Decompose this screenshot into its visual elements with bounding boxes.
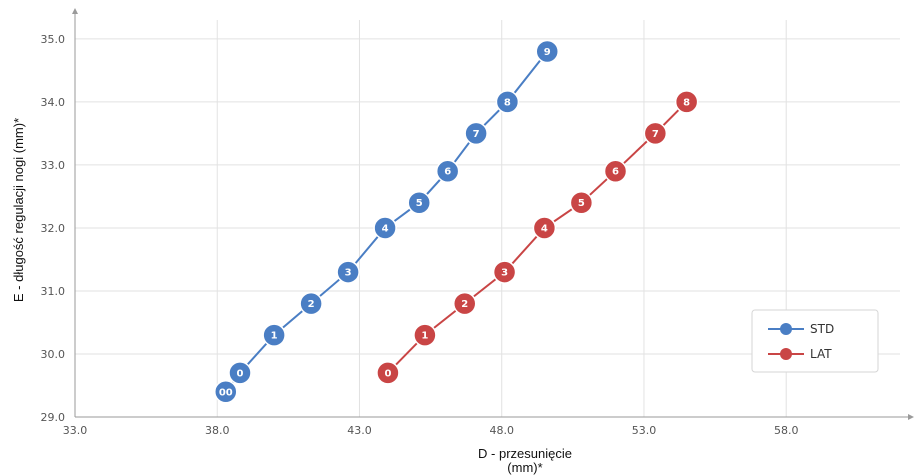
data-point-label-lat: 7 <box>652 129 659 140</box>
data-point-std <box>535 39 559 64</box>
data-point-label-lat: 4 <box>541 223 548 234</box>
data-point-label-std: 5 <box>416 198 423 209</box>
data-point-label-std: 0 <box>237 368 244 379</box>
data-point-lat <box>492 260 517 284</box>
data-point-label-lat: 3 <box>501 268 508 279</box>
data-point-std <box>336 260 360 284</box>
y-tick-label: 31.0 <box>41 285 66 298</box>
data-point-lat <box>376 361 400 385</box>
data-point-lat <box>569 190 594 215</box>
data-point-std <box>214 380 238 404</box>
x-axis-arrow <box>908 414 914 420</box>
data-point-std <box>495 90 520 114</box>
data-point-lat <box>532 216 557 240</box>
data-point-lat <box>643 121 668 146</box>
data-point-std <box>228 361 252 385</box>
legend-marker-std <box>780 323 792 335</box>
x-tick-label: 53.0 <box>632 424 657 437</box>
legend-label-std: STD <box>810 322 834 336</box>
legend-label-lat: LAT <box>810 347 832 361</box>
x-axis-title-line-1: D - przesunięcie <box>478 446 572 461</box>
data-point-label-std: 7 <box>473 129 480 140</box>
data-point-lat <box>603 159 628 183</box>
data-point-std <box>435 159 460 183</box>
data-point-label-std: 4 <box>382 223 389 234</box>
data-point-std <box>464 121 488 146</box>
data-point-label-std: 8 <box>504 97 511 108</box>
data-point-std <box>407 190 431 215</box>
data-point-label-std: 6 <box>444 167 451 178</box>
data-point-std <box>299 291 323 316</box>
data-point-label-std: 2 <box>308 299 315 310</box>
data-point-label-lat: 8 <box>683 97 690 108</box>
y-tick-label: 29.0 <box>41 411 66 424</box>
data-point-label-lat: 6 <box>612 167 619 178</box>
data-point-lat <box>413 323 437 347</box>
y-tick-label: 30.0 <box>41 348 66 361</box>
y-tick-labels: 29.0 30.0 31.0 32.0 33.0 34.0 35.0 <box>41 33 66 424</box>
y-tick-label: 32.0 <box>41 222 66 235</box>
data-point-label-lat: 5 <box>578 198 585 209</box>
legend: STD LAT <box>751 309 879 373</box>
y-axis-arrow <box>72 8 78 14</box>
legend-marker-lat <box>780 348 792 360</box>
x-axis-title-line-2: (mm)* <box>507 460 542 475</box>
data-point-std <box>373 216 397 240</box>
legend-box <box>751 309 879 373</box>
y-tick-label: 35.0 <box>41 33 66 46</box>
data-point-lat <box>674 90 699 114</box>
x-tick-label: 48.0 <box>489 424 514 437</box>
x-tick-label: 58.0 <box>774 424 799 437</box>
data-point-label-std: 3 <box>345 268 352 279</box>
x-tick-label: 43.0 <box>347 424 372 437</box>
data-point-label-std: 1 <box>271 331 278 342</box>
x-tick-labels: 33.0 38.0 43.0 48.0 53.0 58.0 <box>63 424 799 437</box>
data-point-label-lat: 0 <box>384 368 391 379</box>
y-tick-label: 33.0 <box>41 159 66 172</box>
x-tick-label: 38.0 <box>205 424 230 437</box>
y-axis-title: E - długość regulacji nogi (mm)* <box>11 118 26 302</box>
data-point-label-lat: 2 <box>461 299 468 310</box>
grid-lines <box>75 20 900 417</box>
y-tick-label: 34.0 <box>41 96 66 109</box>
data-point-lat <box>452 291 477 316</box>
data-point-label-lat: 1 <box>421 331 428 342</box>
data-point-label-std: 9 <box>544 47 551 58</box>
data-point-std <box>262 323 286 347</box>
data-point-label-std: 00 <box>219 387 233 398</box>
axes <box>72 8 914 420</box>
x-tick-label: 33.0 <box>63 424 88 437</box>
series-lat: 0 1 2 3 4 5 6 7 8 <box>376 90 699 385</box>
